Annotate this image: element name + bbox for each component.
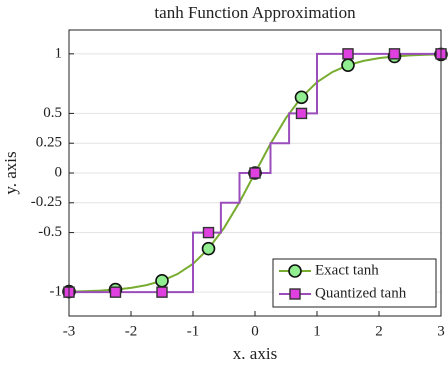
x-tick-label: 1 — [313, 323, 321, 339]
x-axis-label: x. axis — [233, 344, 277, 363]
legend-marker — [288, 264, 302, 278]
chart-title: tanh Function Approximation — [154, 3, 356, 22]
y-axis-label: y. axis — [1, 151, 20, 194]
data-point — [295, 107, 308, 120]
legend-label: Quantized tanh — [315, 285, 407, 301]
x-tick-label: 0 — [251, 323, 259, 339]
x-tick-label: -1 — [187, 323, 200, 339]
y-tick-label: -1 — [50, 284, 63, 300]
data-point — [388, 48, 401, 60]
y-tick-label: 1 — [55, 45, 63, 61]
data-point — [202, 226, 215, 239]
legend-label: Exact tanh — [315, 262, 379, 278]
y-tick-label: 0.25 — [36, 135, 62, 151]
x-tick-label: -2 — [125, 323, 138, 339]
legend-marker — [289, 288, 301, 300]
axes-box — [68, 29, 442, 317]
data-point — [156, 286, 168, 298]
data-point — [342, 48, 354, 60]
x-tick-label: 2 — [375, 323, 383, 339]
y-tick-label: -0.25 — [31, 194, 62, 210]
data-point — [201, 241, 216, 256]
y-tick-label: -0.5 — [38, 224, 62, 240]
x-tick-label: 3 — [437, 323, 445, 339]
data-point — [155, 274, 169, 288]
y-tick-label: 0 — [55, 164, 63, 180]
y-tick-label: 0.5 — [43, 105, 62, 121]
data-point — [341, 58, 355, 72]
data-point — [294, 90, 309, 105]
data-point — [109, 286, 122, 298]
x-tick-label: -3 — [63, 323, 76, 339]
data-point — [249, 167, 261, 179]
